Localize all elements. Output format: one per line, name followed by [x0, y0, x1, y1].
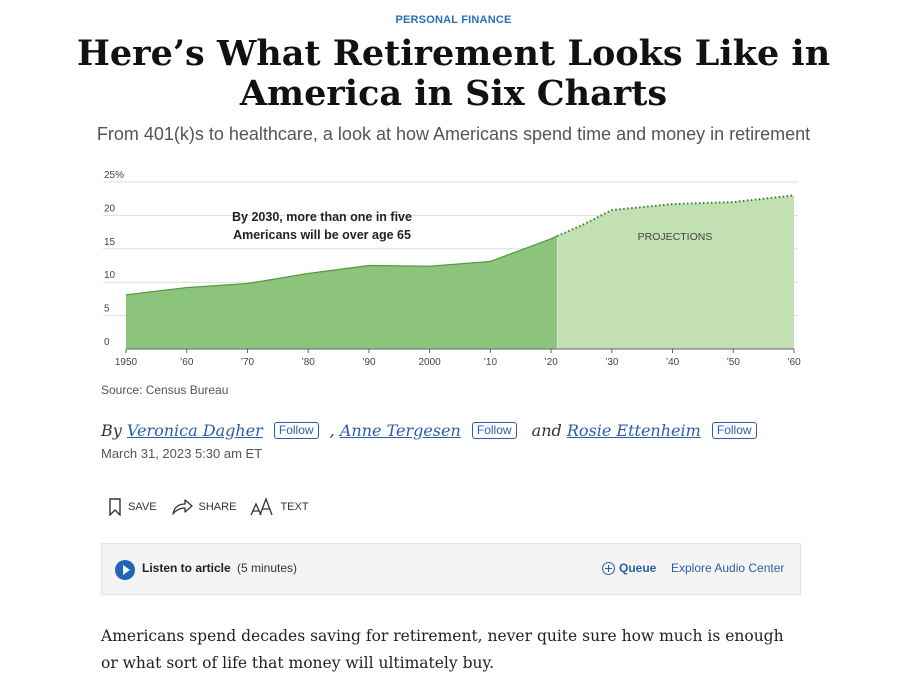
text-size-icon [250, 497, 274, 516]
x-tick-label: ’70 [241, 357, 255, 368]
x-tick-label: ’80 [302, 357, 316, 368]
byline: By Veronica Dagher Follow , Anne Tergese… [101, 421, 763, 440]
save-button[interactable]: SAVE [108, 498, 157, 516]
follow-button[interactable]: Follow [273, 422, 319, 439]
article-body: Americans spend decades saving for retir… [101, 627, 784, 672]
projection-line [556, 194, 795, 238]
audio-duration: (5 minutes) [237, 561, 298, 575]
x-tick-label: 2000 [419, 357, 442, 368]
article-toolbar: SAVE SHARE TEXT [108, 497, 323, 517]
follow-button[interactable]: Follow [711, 422, 757, 439]
y-tick-label: 25% [104, 170, 124, 181]
x-tick-label: 1950 [115, 357, 138, 368]
share-label: SHARE [198, 501, 237, 513]
add-queue-icon [602, 561, 615, 575]
share-button[interactable]: SHARE [171, 498, 237, 516]
byline-by: By [101, 421, 122, 440]
author-link[interactable]: Anne Tergesen [339, 421, 461, 440]
byline-separator: , [329, 421, 335, 440]
x-tick-label: ’10 [484, 357, 498, 368]
actual-line [125, 235, 558, 296]
author-link[interactable]: Veronica Dagher [126, 421, 263, 440]
text-size-button[interactable]: TEXT [250, 497, 309, 517]
actual-area [126, 236, 558, 349]
share-arrow-icon [171, 499, 193, 515]
chart-source: Source: Census Bureau [101, 383, 229, 397]
listen-label[interactable]: Listen to article [142, 561, 231, 575]
article-headline: Here’s What Retirement Looks Like in Ame… [76, 33, 831, 114]
y-tick-label: 0 [104, 337, 110, 348]
y-tick-label: 5 [104, 304, 110, 315]
x-tick-label: ’30 [605, 357, 619, 368]
bookmark-icon [109, 498, 121, 516]
y-tick-label: 15 [104, 237, 116, 248]
author-link[interactable]: Rosie Ettenheim [566, 421, 701, 440]
follow-button[interactable]: Follow [471, 422, 517, 439]
x-tick-label: ’50 [727, 357, 741, 368]
play-icon[interactable] [115, 560, 135, 580]
queue-label: Queue [619, 561, 657, 575]
byline-and: and [531, 421, 562, 440]
chart-annotation: By 2030, more than one in five [232, 210, 412, 224]
queue-button[interactable]: Queue [602, 561, 656, 575]
projection-area [557, 195, 794, 349]
x-tick-label: ’20 [544, 357, 558, 368]
text-label: TEXT [280, 501, 309, 513]
chart-annotation: Americans will be over age 65 [233, 228, 411, 242]
x-tick-label: ’60 [787, 357, 801, 368]
y-tick-label: 10 [104, 270, 116, 281]
x-tick-label: ’40 [666, 357, 680, 368]
population-chart: 0 5 10 15 20 25% 1950 ’60 ’70 ’80 ’90 2000 ’10 ’20 ’30… [103, 170, 801, 368]
publish-date: March 31, 2023 5:30 am ET [101, 446, 263, 461]
save-label: SAVE [128, 501, 157, 513]
x-tick-label: ’60 [180, 357, 194, 368]
article-dek: From 401(k)s to healthcare, a look at ho… [96, 124, 811, 144]
y-tick-label: 20 [104, 203, 116, 214]
audio-player: Listen to article (5 minutes) Queue Expl… [101, 543, 801, 595]
x-tick-label: ’90 [362, 357, 376, 368]
explore-audio-link[interactable]: Explore Audio Center [671, 561, 785, 575]
projections-label: PROJECTIONS [638, 231, 713, 243]
section-kicker[interactable]: PERSONAL FINANCE [395, 14, 512, 26]
